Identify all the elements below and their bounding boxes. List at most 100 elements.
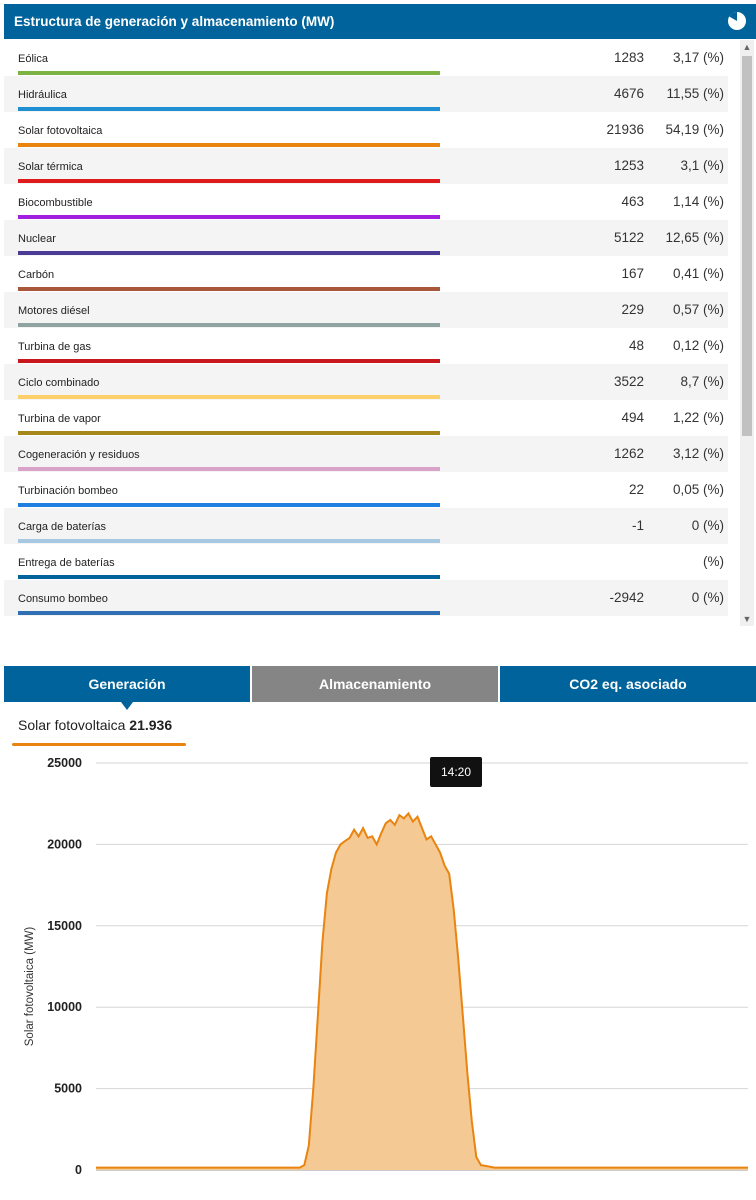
row-percent: (%): [703, 554, 724, 569]
row-color-line: [18, 539, 440, 543]
row-color-line: [18, 179, 440, 183]
row-value: -2942: [609, 590, 644, 605]
series-underline: [12, 743, 186, 746]
row-label: Turbina de vapor: [18, 413, 101, 425]
list-item: Turbinación bombeo 22 0,05 (%): [4, 472, 728, 508]
row-color-line: [18, 359, 440, 363]
row-color-line: [18, 71, 440, 75]
row-label: Solar térmica: [18, 161, 83, 173]
row-color-line: [18, 503, 440, 507]
series-area: [96, 813, 748, 1170]
list-item: Nuclear 5122 12,65 (%): [4, 220, 728, 256]
tab-generacion[interactable]: Generación: [4, 666, 250, 702]
row-color-line: [18, 287, 440, 291]
y-tick-label: 10000: [47, 1000, 82, 1014]
row-color-line: [18, 107, 440, 111]
y-tick-label: 25000: [47, 756, 82, 770]
row-color-line: [18, 431, 440, 435]
row-percent: 0,05 (%): [672, 482, 724, 497]
y-tick-label: 0: [75, 1163, 82, 1177]
pie-chart-icon[interactable]: [726, 10, 748, 32]
solar-area-chart[interactable]: 0 5000 10000 15000 20000 25000 Solar fotovolta…: [0, 750, 756, 1190]
row-color-line: [18, 323, 440, 327]
row-value: 4676: [613, 86, 644, 101]
list-item: Biocombustible 463 1,14 (%): [4, 184, 728, 220]
row-percent: 1,14 (%): [672, 194, 724, 209]
list-item: Motores diésel 229 0,57 (%): [4, 292, 728, 328]
row-percent: 54,19 (%): [665, 122, 724, 137]
series-value: 21.936: [129, 717, 173, 733]
active-tab-pointer: [121, 702, 133, 710]
row-percent: 11,55 (%): [666, 86, 724, 101]
row-color-line: [18, 251, 440, 255]
row-percent: 0,41 (%): [672, 266, 724, 281]
row-label: Hidráulica: [18, 89, 67, 101]
row-value: 1262: [613, 446, 644, 461]
row-value: 22: [628, 482, 644, 497]
row-label: Motores diésel: [18, 305, 90, 317]
row-label: Turbina de gas: [18, 341, 91, 353]
y-axis-label: Solar fotovoltaica (MW): [24, 927, 36, 1047]
row-label: Solar fotovoltaica: [18, 125, 103, 137]
row-percent: 0 (%): [691, 518, 724, 533]
row-value: 494: [621, 410, 644, 425]
tab-almacenamiento[interactable]: Almacenamiento: [252, 666, 498, 702]
list-item: Turbina de gas 48 0,12 (%): [4, 328, 728, 364]
scroll-thumb[interactable]: [742, 56, 752, 436]
list-item: Carbón 167 0,41 (%): [4, 256, 728, 292]
row-color-line: [18, 575, 440, 579]
panel-header: Estructura de generación y almacenamient…: [4, 4, 756, 39]
row-value: 1253: [613, 158, 644, 173]
row-color-line: [18, 395, 440, 399]
row-percent: 3,1 (%): [680, 158, 724, 173]
row-percent: 0 (%): [691, 590, 724, 605]
series-label: Solar fotovoltaica 21.936: [18, 717, 172, 733]
row-label: Entrega de baterías: [18, 557, 115, 569]
list-item: Cogeneración y residuos 1262 3,12 (%): [4, 436, 728, 472]
list-item: Solar térmica 1253 3,1 (%): [4, 148, 728, 184]
series-line: [96, 811, 748, 1169]
row-value: -1: [631, 518, 644, 533]
list-item: Consumo bombeo -2942 0 (%): [4, 580, 728, 616]
row-value: 167: [621, 266, 644, 281]
time-tooltip: 14:20: [430, 757, 482, 787]
scroll-down-icon[interactable]: ▼: [742, 614, 752, 624]
row-label: Cogeneración y residuos: [18, 449, 140, 461]
row-value: 21936: [606, 122, 644, 137]
list-item: Solar fotovoltaica 21936 54,19 (%): [4, 112, 728, 148]
list-item: Turbina de vapor 494 1,22 (%): [4, 400, 728, 436]
row-label: Nuclear: [18, 233, 56, 245]
list-item: Hidráulica 4676 11,55 (%): [4, 76, 728, 112]
y-tick-label: 20000: [47, 837, 82, 851]
row-value: 1283: [613, 50, 644, 65]
row-percent: 3,12 (%): [672, 446, 724, 461]
row-color-line: [18, 143, 440, 147]
row-value: 5122: [613, 230, 644, 245]
list-item: Carga de baterías -1 0 (%): [4, 508, 728, 544]
row-value: 229: [621, 302, 644, 317]
row-label: Turbinación bombeo: [18, 485, 118, 497]
list-item: Eólica 1283 3,17 (%): [4, 40, 728, 76]
list-item: Ciclo combinado 3522 8,7 (%): [4, 364, 728, 400]
row-label: Ciclo combinado: [18, 377, 100, 389]
row-percent: 8,7 (%): [680, 374, 724, 389]
row-value: 48: [628, 338, 644, 353]
panel-title: Estructura de generación y almacenamient…: [14, 14, 335, 29]
generation-list: Eólica 1283 3,17 (%) Hidráulica 4676 11,55 (%…: [4, 40, 738, 626]
row-label: Eólica: [18, 53, 48, 65]
row-value: 3522: [613, 374, 644, 389]
row-label: Carbón: [18, 269, 55, 281]
row-label: Carga de baterías: [18, 521, 107, 533]
scroll-up-icon[interactable]: ▲: [742, 42, 752, 52]
list-scrollbar[interactable]: ▲ ▼: [740, 40, 754, 626]
tab-co2[interactable]: CO2 eq. asociado: [500, 666, 756, 702]
y-tick-label: 15000: [47, 919, 82, 933]
row-color-line: [18, 467, 440, 471]
series-name: Solar fotovoltaica: [18, 717, 126, 733]
row-color-line: [18, 611, 440, 615]
row-percent: 12,65 (%): [665, 230, 724, 245]
row-color-line: [18, 215, 440, 219]
row-percent: 3,17 (%): [672, 50, 724, 65]
chart-tabs: Generación Almacenamiento CO2 eq. asocia…: [4, 666, 756, 710]
list-item: Entrega de baterías (%): [4, 544, 728, 580]
